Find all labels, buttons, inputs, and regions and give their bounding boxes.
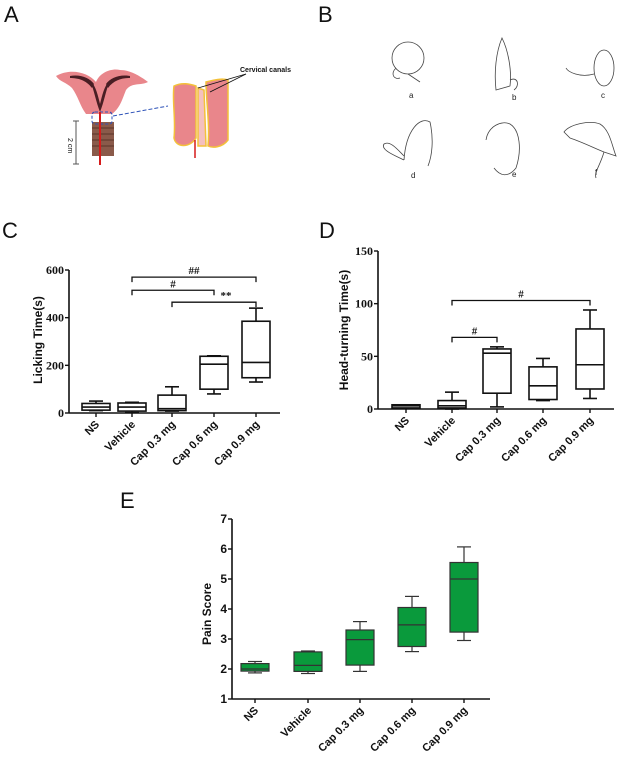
bracket-line	[131, 276, 257, 283]
box-plot-ns	[81, 400, 111, 412]
box-plot-cap-0-9-mg	[449, 546, 479, 642]
box-iqr	[482, 348, 512, 394]
box-plot-vehicle	[117, 401, 147, 414]
box-iqr	[241, 320, 271, 379]
y-tick-label: 1	[220, 692, 227, 706]
box-iqr	[437, 399, 467, 409]
y-axis-label: Pain Score	[200, 583, 214, 645]
x-tick-label: NS	[242, 705, 261, 724]
box-iqr	[449, 561, 479, 633]
significance-label: **	[221, 290, 233, 302]
y-tick-label: 150	[355, 244, 373, 258]
y-tick-label: 400	[46, 311, 64, 325]
y-axis-label: Head-turning Time(s)	[337, 270, 351, 390]
box-plot-vehicle	[293, 650, 323, 675]
y-axis-label: Licking Time(s)	[31, 296, 45, 384]
y-tick-label: 4	[220, 602, 227, 616]
box-iqr	[199, 355, 229, 390]
box-plot-cap-0-6-mg	[528, 357, 558, 402]
box-iqr	[575, 328, 605, 390]
box-iqr	[397, 606, 427, 648]
significance-bracket: #	[451, 289, 591, 306]
box-plot-cap-0-9-mg	[241, 307, 271, 383]
y-tick-label: 2	[220, 662, 227, 676]
box-plot-cap-0-6-mg	[397, 595, 427, 653]
box-plot-cap-0-3-mg	[482, 346, 512, 408]
y-tick-label: 50	[361, 349, 373, 363]
x-tick-label: Cap 0.9 mg	[420, 705, 470, 755]
x-tick-label: Vehicle	[279, 705, 314, 740]
panel-label-d: D	[319, 218, 335, 243]
y-tick-label: 600	[46, 263, 64, 277]
panel-label-e: E	[120, 488, 135, 513]
significance-bracket: **	[171, 290, 257, 308]
significance-label: ##	[189, 265, 201, 277]
box-plot-cap-0-9-mg	[575, 309, 605, 400]
box-plot-cap-0-6-mg	[199, 354, 229, 395]
panel-label-a: A	[4, 2, 19, 27]
box-iqr	[345, 629, 375, 666]
panel-label-b: B	[318, 2, 333, 27]
y-tick-label: 0	[58, 406, 64, 420]
y-tick-label: 6	[220, 542, 227, 556]
x-tick-label: Cap 0.6 mg	[368, 705, 418, 755]
significance-bracket: #	[451, 325, 498, 343]
significance-label: #	[170, 278, 176, 290]
box-plot-ns	[240, 660, 270, 674]
y-tick-label: 200	[46, 358, 64, 372]
y-tick-label: 0	[367, 402, 373, 416]
panel-label-c: C	[2, 218, 18, 243]
box-iqr	[157, 394, 187, 412]
significance-label: #	[472, 325, 478, 337]
y-tick-label: 100	[355, 297, 373, 311]
significance-bracket: ##	[131, 265, 257, 283]
y-tick-label: 7	[220, 512, 227, 526]
y-tick-label: 3	[220, 632, 227, 646]
x-tick-label: Cap 0.3 mg	[316, 705, 366, 755]
box-plot-ns	[391, 403, 421, 409]
box-plot-cap-0-3-mg	[157, 385, 187, 412]
box-plot-cap-0-3-mg	[345, 620, 375, 673]
box-iqr	[528, 366, 558, 401]
box-plot-vehicle	[437, 391, 467, 410]
y-tick-label: 5	[220, 572, 227, 586]
bracket-line	[171, 301, 257, 308]
bracket-line	[131, 289, 215, 296]
significance-label: #	[518, 289, 524, 301]
bracket-line	[451, 336, 498, 343]
box-iqr	[293, 651, 323, 673]
box-iqr	[240, 662, 270, 672]
bracket-line	[451, 299, 591, 306]
significance-bracket: #	[131, 278, 215, 296]
